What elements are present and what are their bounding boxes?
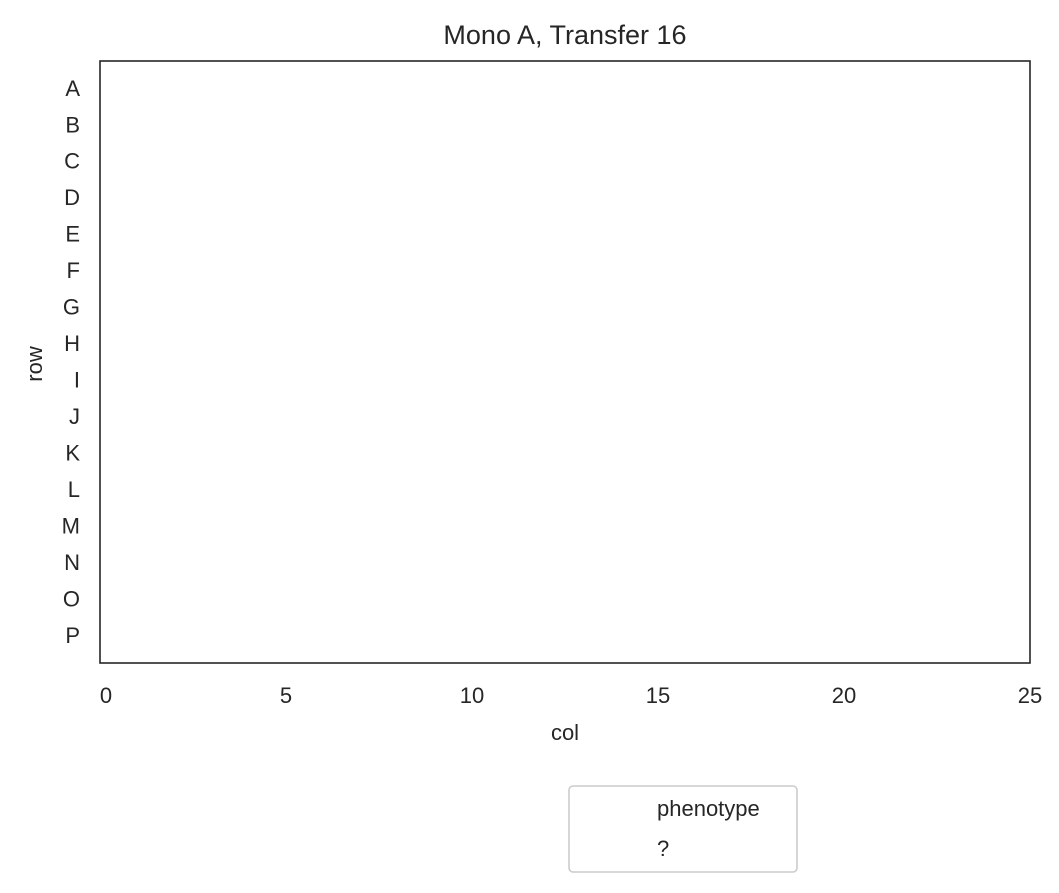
y-tick-label: L bbox=[68, 477, 80, 502]
plot-area bbox=[99, 60, 1031, 664]
y-tick-label: A bbox=[65, 76, 80, 101]
x-tick-label: 25 bbox=[1018, 683, 1042, 708]
y-tick-label: E bbox=[65, 222, 80, 247]
y-tick-label: J bbox=[69, 404, 80, 429]
y-tick-label: M bbox=[62, 513, 80, 538]
x-tick-label: 10 bbox=[460, 683, 484, 708]
y-tick-label: H bbox=[64, 331, 80, 356]
x-tick-label: 0 bbox=[100, 683, 112, 708]
y-tick-label: G bbox=[63, 295, 80, 320]
y-axis-label: row bbox=[22, 346, 47, 382]
y-tick-label: N bbox=[64, 550, 80, 575]
y-tick-label: O bbox=[63, 586, 80, 611]
legend-title: phenotype bbox=[657, 796, 760, 821]
y-tick-label: K bbox=[65, 440, 80, 465]
legend-entry: ? bbox=[657, 836, 669, 861]
legend-box bbox=[568, 785, 798, 873]
y-tick-label: B bbox=[65, 112, 80, 137]
y-tick-label: D bbox=[64, 185, 80, 210]
x-tick-label: 20 bbox=[832, 683, 856, 708]
y-tick-label: I bbox=[74, 368, 80, 393]
y-tick-label: F bbox=[67, 258, 80, 283]
legend: phenotype ? bbox=[568, 785, 798, 873]
x-axis-ticks: 0 5 10 15 20 25 bbox=[100, 683, 1042, 708]
x-tick-label: 15 bbox=[646, 683, 670, 708]
chart-title: Mono A, Transfer 16 bbox=[443, 20, 686, 50]
x-tick-label: 5 bbox=[280, 683, 292, 708]
y-tick-label: P bbox=[65, 623, 80, 648]
x-axis-label: col bbox=[551, 720, 579, 745]
y-tick-label: C bbox=[64, 149, 80, 174]
